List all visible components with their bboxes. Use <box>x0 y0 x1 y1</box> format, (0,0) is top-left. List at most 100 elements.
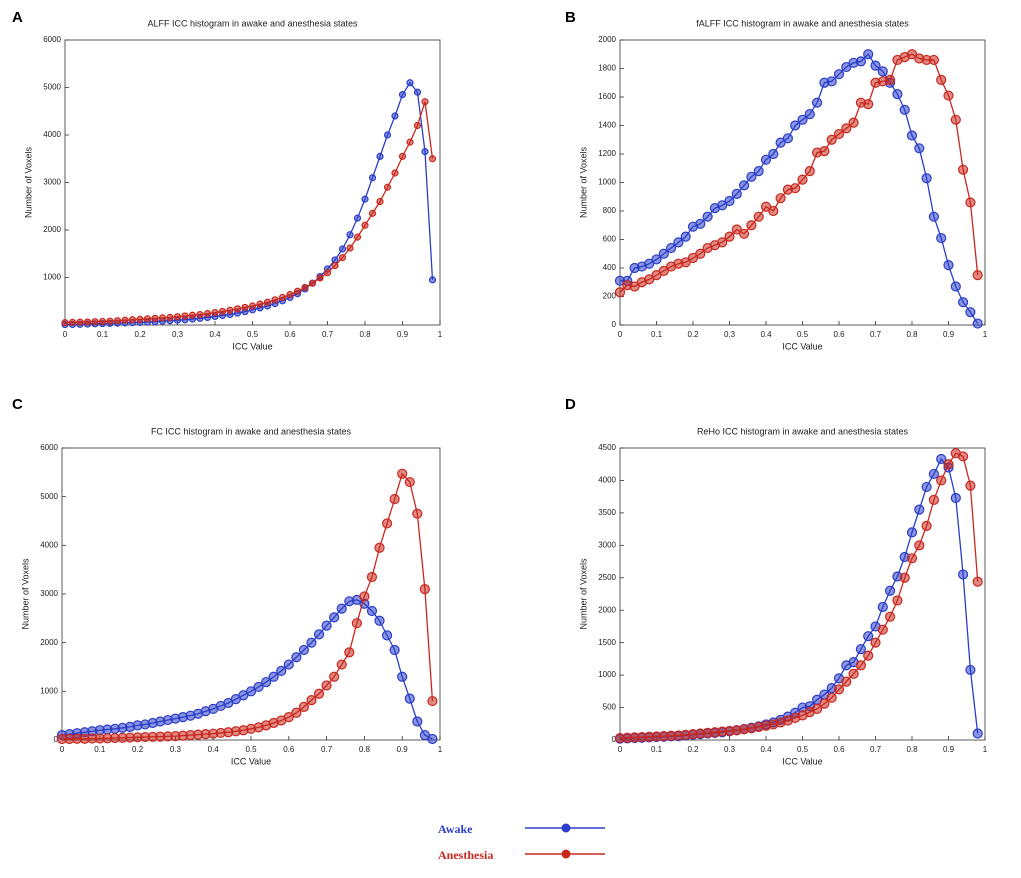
data-point <box>374 615 385 626</box>
data-point <box>782 133 794 144</box>
data-point <box>98 317 107 326</box>
data-point <box>391 169 399 177</box>
x-tick-label: 0.6 <box>283 745 295 754</box>
data-point <box>760 201 772 212</box>
data-point <box>965 307 976 318</box>
data-point <box>914 143 925 154</box>
y-tick-label: 1800 <box>598 64 616 73</box>
x-axis-label: ICC Value <box>232 341 272 351</box>
data-point <box>695 248 706 259</box>
y-tick-label: 2000 <box>598 35 616 44</box>
data-point <box>404 693 415 704</box>
data-point <box>76 318 84 326</box>
data-point <box>768 148 779 160</box>
data-point <box>863 99 874 110</box>
data-point <box>826 692 837 703</box>
chart-title: ALFF ICC histogram in awake and anesthes… <box>147 18 358 28</box>
data-point <box>331 262 339 270</box>
data-point <box>614 287 626 298</box>
data-point <box>863 650 874 661</box>
data-point <box>211 309 219 317</box>
data-point <box>361 221 369 229</box>
x-tick-label: 0.9 <box>397 745 409 754</box>
data-point <box>673 237 684 248</box>
data-point <box>121 316 129 324</box>
data-point <box>936 475 947 486</box>
data-point <box>687 252 699 264</box>
data-point <box>428 276 437 284</box>
data-point <box>413 88 422 96</box>
x-tick-label: 0.3 <box>170 745 182 754</box>
x-tick-label: 0 <box>618 330 623 339</box>
data-point <box>841 61 852 73</box>
x-axis-label: ICC Value <box>231 756 271 766</box>
data-point <box>91 318 99 326</box>
data-point <box>374 542 385 553</box>
x-tick-label: 0.8 <box>906 745 918 754</box>
x-axis-label: ICC Value <box>782 756 822 766</box>
data-point <box>344 647 355 658</box>
data-point <box>406 138 414 146</box>
data-point <box>855 644 867 655</box>
data-point <box>972 576 983 587</box>
y-tick-label: 3500 <box>598 508 616 517</box>
data-point <box>306 637 317 648</box>
data-point <box>841 676 852 687</box>
x-tick-label: 0.7 <box>870 745 882 754</box>
data-point <box>695 218 706 229</box>
data-point <box>833 684 845 695</box>
data-point <box>957 451 969 462</box>
data-point <box>298 701 310 713</box>
data-point <box>790 120 801 131</box>
data-point <box>914 540 925 551</box>
data-point <box>248 302 257 310</box>
data-point <box>398 152 407 160</box>
x-tick-label: 0.2 <box>132 745 144 754</box>
y-tick-label: 2500 <box>598 573 616 582</box>
data-point <box>724 231 735 242</box>
y-tick-label: 2000 <box>43 225 61 234</box>
data-point <box>753 166 764 177</box>
x-tick-label: 0.3 <box>724 330 736 339</box>
legend-label: Anesthesia <box>438 848 493 862</box>
data-point <box>753 211 764 222</box>
y-tick-label: 3000 <box>40 589 58 598</box>
y-tick-label: 1000 <box>598 178 616 187</box>
data-point <box>336 659 347 670</box>
x-tick-label: 0.7 <box>322 330 334 339</box>
data-point <box>702 211 713 222</box>
data-point <box>936 74 947 86</box>
data-point <box>353 214 362 222</box>
data-point <box>331 256 339 264</box>
x-tick-label: 0.5 <box>797 330 809 339</box>
data-point <box>775 137 786 148</box>
x-tick-label: 0.5 <box>247 330 259 339</box>
x-tick-label: 0.5 <box>245 745 257 754</box>
data-point <box>731 188 742 199</box>
data-point <box>241 303 249 312</box>
x-tick-label: 0.7 <box>870 330 882 339</box>
data-point <box>181 312 189 320</box>
data-point <box>658 265 669 276</box>
data-point <box>972 318 983 329</box>
x-tick-label: 1 <box>438 330 443 339</box>
data-point <box>151 314 159 322</box>
data-point <box>196 310 204 319</box>
data-point <box>950 281 961 292</box>
data-point <box>136 315 144 323</box>
y-tick-label: 1400 <box>598 121 616 130</box>
x-tick-label: 0.1 <box>651 330 663 339</box>
data-point <box>306 694 317 706</box>
data-point <box>404 476 415 488</box>
x-tick-label: 0.1 <box>94 745 106 754</box>
data-point <box>338 245 347 253</box>
data-point <box>943 459 954 470</box>
data-point <box>928 54 940 66</box>
x-tick-label: 0.4 <box>760 745 772 754</box>
data-point <box>338 253 347 262</box>
x-tick-label: 0.7 <box>321 745 333 754</box>
data-point <box>819 146 830 157</box>
x-tick-label: 0.2 <box>687 330 699 339</box>
data-point <box>833 69 845 80</box>
